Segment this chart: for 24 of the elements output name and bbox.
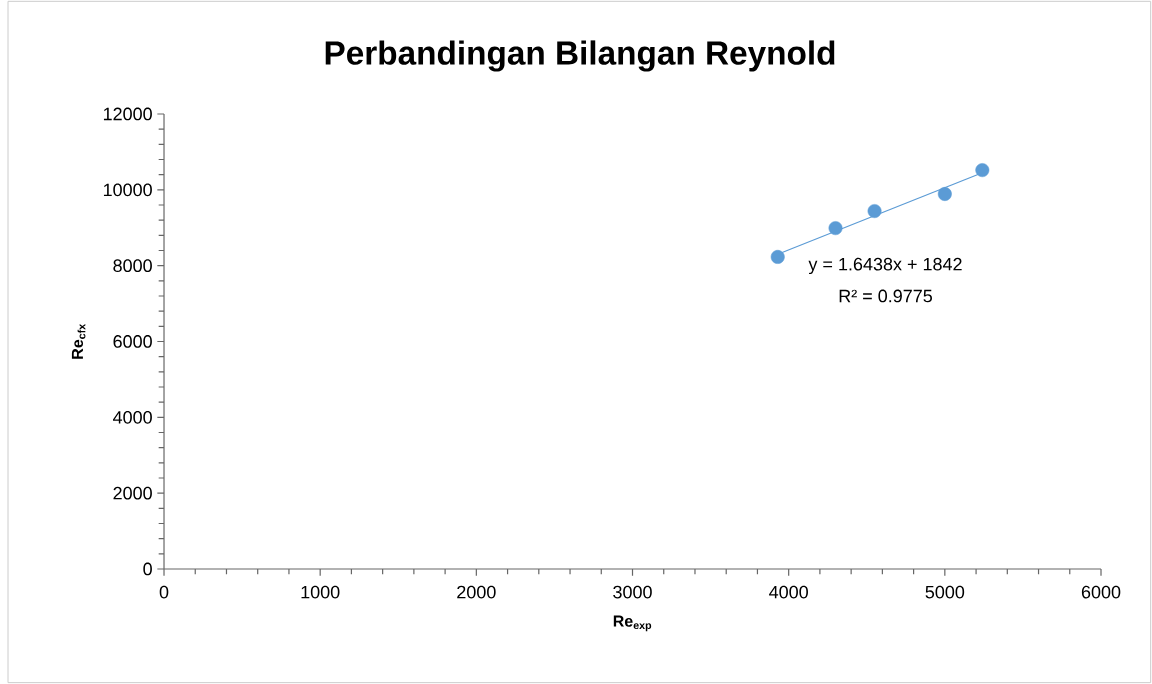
y-tick-label: 8000	[113, 259, 152, 273]
y-tick-label: 0	[143, 562, 152, 576]
x-tick-label: 3000	[613, 585, 652, 599]
y-tick-label: 12000	[103, 107, 152, 121]
x-tick-label: 2000	[457, 585, 496, 599]
annotation: R² = 0.9775	[839, 289, 933, 303]
annotation: y = 1.6438x + 1842	[808, 257, 962, 275]
chart-title: Perbandingan Bilangan Reynold	[325, 40, 835, 72]
point	[867, 204, 882, 218]
x-tick-label: 0	[159, 585, 169, 599]
point	[828, 221, 843, 236]
y-tick-label: 10000	[103, 183, 152, 197]
x-tick-label: 6000	[1081, 585, 1121, 599]
point	[975, 163, 990, 178]
x-tick-label: 5000	[925, 585, 965, 599]
x-axis-title: Re$_{exp}$	[613, 615, 652, 632]
x-tick-label: 4000	[769, 585, 808, 599]
y-tick-label: 4000	[113, 410, 152, 424]
point	[770, 249, 785, 264]
point	[937, 187, 952, 201]
y-axis-title: Re$_{cfx}$	[71, 323, 86, 359]
x-tick-label: 1000	[301, 585, 340, 599]
y-tick-label: 2000	[113, 486, 152, 500]
y-tick-label: 6000	[113, 335, 152, 348]
